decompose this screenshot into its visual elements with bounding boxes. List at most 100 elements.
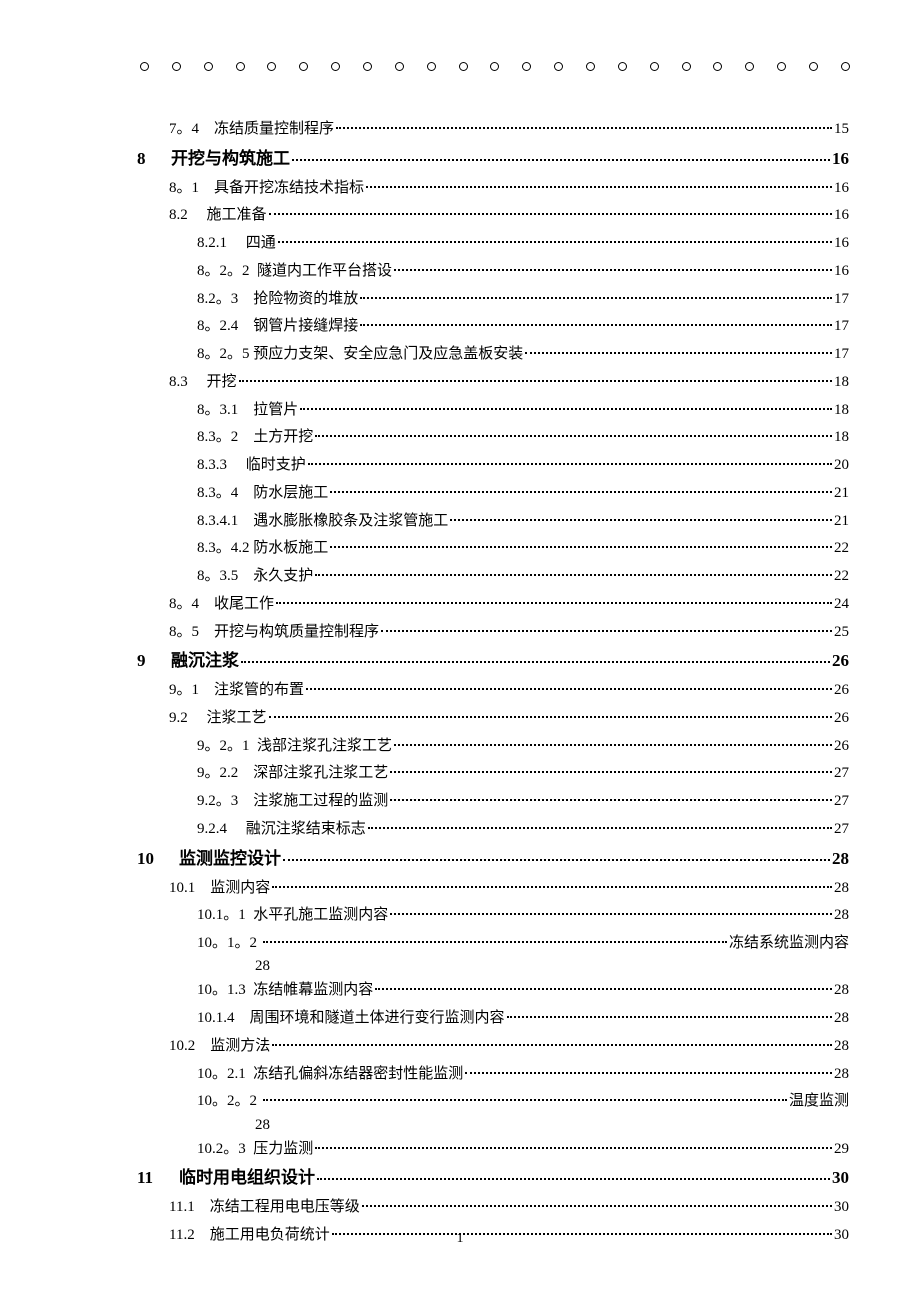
toc-leader [450, 519, 832, 521]
toc-leader [394, 269, 832, 271]
toc-page: 16 [834, 204, 849, 227]
toc-leader [336, 127, 832, 129]
hole [204, 62, 213, 71]
toc-heading-3: 10。1。2 冻结系统监测内容 [137, 932, 849, 955]
hole [713, 62, 722, 71]
toc-leader [241, 661, 830, 663]
toc-heading-3: 8.3.4.1 遇水膨胀橡胶条及注浆管施工21 [137, 510, 849, 533]
toc-title: 监测方法 [210, 1035, 270, 1058]
toc-page: 16 [834, 177, 849, 200]
toc-leader [394, 744, 832, 746]
toc-number: 8.3。4.2 [197, 537, 253, 560]
hole [267, 62, 276, 71]
toc-title: 临时用电组织设计 [179, 1165, 315, 1191]
toc-page: 28 [834, 979, 849, 1002]
toc-page: 26 [832, 648, 849, 674]
toc-title: 冻结工程用电电压等级 [210, 1196, 360, 1219]
toc-page: 26 [834, 679, 849, 702]
toc-title: 冻结质量控制程序 [214, 118, 334, 141]
toc-leader [272, 1044, 832, 1046]
toc-page: 25 [834, 621, 849, 644]
toc-number: 8。4 [169, 593, 214, 616]
toc-number: 8。1 [169, 177, 214, 200]
toc-heading-3: 9。2.2 深部注浆孔注浆工艺27 [137, 762, 849, 785]
toc-number: 9 [137, 648, 171, 674]
toc-heading-3: 8.3.3 临时支护20 [137, 454, 849, 477]
toc-leader [239, 380, 832, 382]
toc-number: 8.3。4 [197, 482, 253, 505]
toc-number: 11.1 [169, 1196, 210, 1219]
toc-number: 8.3 [169, 371, 207, 394]
toc-number: 10.2。3 [197, 1138, 253, 1161]
toc-heading-2: 8。1 具备开挖冻结技术指标16 [137, 177, 849, 200]
toc-leader [315, 435, 832, 437]
toc-leader [360, 297, 832, 299]
toc-leader [263, 1099, 787, 1101]
toc-heading-3: 8。3.5 永久支护22 [137, 565, 849, 588]
toc-leader [315, 574, 832, 576]
toc-title: 注浆工艺 [207, 707, 267, 730]
toc-leader [390, 913, 832, 915]
toc-heading-1: 9融沉注浆26 [137, 648, 849, 674]
toc-number: 10。1。2 [197, 932, 261, 955]
toc-heading-3: 9。2。1 浅部注浆孔注浆工艺26 [137, 735, 849, 758]
toc-leader [375, 988, 832, 990]
toc-number: 9.2 [169, 707, 207, 730]
toc-number: 8。2。2 [197, 260, 257, 283]
toc-leader [263, 941, 727, 943]
toc-page: 26 [834, 707, 849, 730]
toc-leader [269, 716, 832, 718]
toc-page: 24 [834, 593, 849, 616]
hole [682, 62, 691, 71]
toc-heading-3: 9.2。3 注浆施工过程的监测27 [137, 790, 849, 813]
toc-heading-3: 8.2.1 四通16 [137, 232, 849, 255]
toc-leader [362, 1205, 832, 1207]
toc-page: 17 [834, 343, 849, 366]
toc-title: 遇水膨胀橡胶条及注浆管施工 [253, 510, 448, 533]
toc-title: 压力监测 [253, 1138, 313, 1161]
hole [395, 62, 404, 71]
toc-heading-1: 8开挖与构筑施工16 [137, 146, 849, 172]
toc-title: 拉管片 [253, 399, 298, 422]
toc-page-wrapped: 28 [137, 1117, 849, 1134]
toc-heading-3: 10.2。3 压力监测 29 [137, 1138, 849, 1161]
toc-page: 21 [834, 510, 849, 533]
toc-title: 开挖与构筑质量控制程序 [214, 621, 379, 644]
toc-number: 9。2.2 [197, 762, 253, 785]
hole [841, 62, 850, 71]
toc-title: 周围环境和隧道土体进行变行监测内容 [250, 1007, 505, 1030]
hole [554, 62, 563, 71]
toc-heading-2: 7。4 冻结质量控制程序15 [137, 118, 849, 141]
toc-page: 29 [834, 1138, 849, 1161]
toc-title: 融沉注浆结束标志 [246, 818, 366, 841]
toc-number: 10。1.3 [197, 979, 253, 1002]
toc-leader [381, 630, 832, 632]
toc-leader [465, 1072, 832, 1074]
toc-content: 7。4 冻结质量控制程序15 8开挖与构筑施工16 8。1 具备开挖冻结技术指标16… [137, 118, 849, 1252]
toc-leader [317, 1178, 830, 1180]
toc-number: 8。2.4 [197, 315, 253, 338]
toc-heading-3: 8.3。4.2 防水板施工22 [137, 537, 849, 560]
toc-trail-text: 温度监测 [789, 1090, 849, 1113]
toc-number: 8。5 [169, 621, 214, 644]
toc-page: 27 [834, 762, 849, 785]
toc-leader [300, 408, 832, 410]
toc-number: 9.2。3 [197, 790, 253, 813]
toc-page: 22 [834, 565, 849, 588]
toc-leader [308, 463, 832, 465]
toc-heading-3: 10.1.4 周围环境和隧道土体进行变行监测内容28 [137, 1007, 849, 1030]
toc-heading-2: 11.1 冻结工程用电电压等级30 [137, 1196, 849, 1219]
toc-heading-2: 10.2 监测方法28 [137, 1035, 849, 1058]
toc-number: 8.3。2 [197, 426, 253, 449]
toc-heading-2: 8。4 收尾工作24 [137, 593, 849, 616]
toc-heading-3: 8.2。3 抢险物资的堆放17 [137, 288, 849, 311]
toc-number: 10 [137, 846, 179, 872]
toc-trail-text: 冻结系统监测内容 [729, 932, 849, 955]
toc-title: 防水板施工 [253, 537, 328, 560]
toc-page: 28 [834, 877, 849, 900]
toc-page: 28 [834, 1007, 849, 1030]
toc-heading-2: 9.2 注浆工艺 26 [137, 707, 849, 730]
toc-title: 预应力支架、安全应急门及应急盖板安装 [253, 343, 523, 366]
toc-page: 17 [834, 315, 849, 338]
toc-leader [276, 602, 832, 604]
